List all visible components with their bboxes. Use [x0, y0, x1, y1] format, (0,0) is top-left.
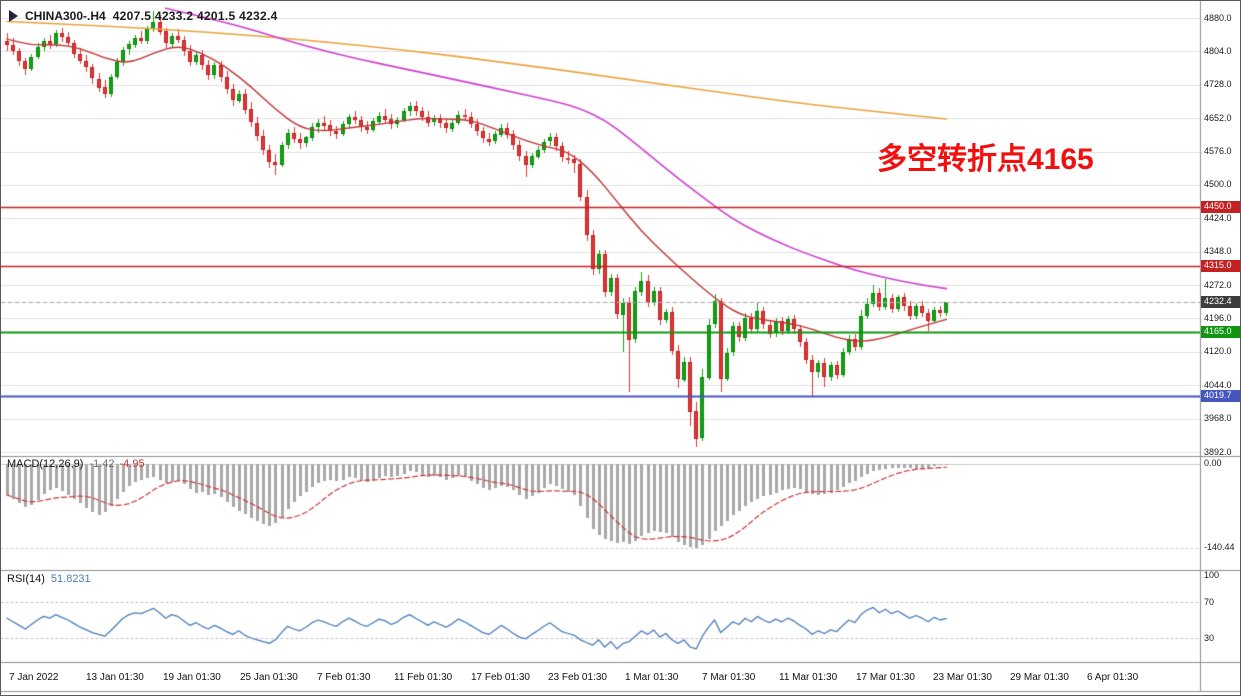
- rsi-axis-label: 100: [1204, 569, 1220, 580]
- time-axis-label: 11 Mar 01:30: [779, 672, 838, 683]
- time-axis-label: 1 Mar 01:30: [625, 672, 679, 683]
- rsi-name: RSI(14): [7, 573, 45, 585]
- time-axis-label: 7 Jan 2022: [9, 672, 59, 683]
- price-axis-label: 4500.0: [1204, 179, 1232, 190]
- price-level-tag: 4165.0: [1201, 326, 1240, 338]
- price-axis-label: 4728.0: [1204, 79, 1232, 90]
- price-axis-label: 4348.0: [1204, 246, 1232, 257]
- expand-triangle-icon[interactable]: [9, 10, 18, 22]
- rsi-indicator-label: RSI(14) 51.8231: [7, 573, 91, 585]
- rsi-value: 51.8231: [50, 573, 91, 585]
- macd-main-value: -1.42: [89, 458, 115, 470]
- time-axis-label: 7 Feb 01:30: [317, 672, 371, 683]
- time-axis-label: 29 Mar 01:30: [1010, 672, 1069, 683]
- macd-indicator-label: MACD(12,26,9) -1.42 -4.95: [7, 458, 145, 470]
- macd-axis-label: -140.44: [1204, 542, 1235, 552]
- time-axis-label: 17 Mar 01:30: [856, 672, 915, 683]
- rsi-axis-label: 30: [1204, 632, 1215, 643]
- price-tag-layer: 4450.0 4315.0 4232.4 4165.0 4019.7: [1201, 1, 1240, 691]
- price-axis-label: 4196.0: [1204, 312, 1232, 323]
- price-axis-label: 4424.0: [1204, 212, 1232, 223]
- price-level-tag: 4315.0: [1201, 260, 1240, 272]
- time-axis-label: 25 Jan 01:30: [240, 672, 298, 683]
- time-axis-label: 6 Apr 01:30: [1087, 672, 1139, 683]
- price-level-tag: 4232.4: [1201, 296, 1240, 308]
- price-axis-label: 4652.0: [1204, 112, 1232, 123]
- price-axis-label: 4804.0: [1204, 45, 1232, 56]
- price-axis-label: 4272.0: [1204, 279, 1232, 290]
- price-axis-label: 4576.0: [1204, 146, 1232, 157]
- price-axis-label: 3892.0: [1204, 446, 1232, 457]
- annotation-text[interactable]: 多空转折点4165: [877, 143, 1094, 176]
- symbol-timeframe: CHINA300-.H4: [25, 9, 106, 23]
- rsi-axis-label: 70: [1204, 596, 1215, 607]
- macd-name: MACD(12,26,9): [7, 458, 84, 470]
- time-axis-label: 17 Feb 01:30: [471, 672, 530, 683]
- price-axis-label: 4044.0: [1204, 379, 1232, 390]
- time-axis-label: 23 Mar 01:30: [933, 672, 992, 683]
- macd-signal-value: -4.95: [119, 458, 145, 470]
- time-axis[interactable]: 7 Jan 2022 13 Jan 01:30 19 Jan 01:30 25 Jan…: [1, 662, 1200, 691]
- time-axis-label: 7 Mar 01:30: [702, 672, 756, 683]
- price-axis[interactable]: 4880.0 4804.0 4728.0 4652.0 4576.0 4500.0 4424…: [1201, 1, 1240, 691]
- time-axis-label: 11 Feb 01:30: [394, 672, 453, 683]
- rsi-axis: 100 70 30: [1201, 1, 1240, 691]
- price-level-tag: 4450.0: [1201, 201, 1240, 213]
- chart-title: CHINA300-.H4 4207.5 4233.2 4201.5 4232.4: [9, 9, 278, 23]
- price-axis-label: 4880.0: [1204, 12, 1232, 23]
- time-axis-label: 23 Feb 01:30: [548, 672, 607, 683]
- price-level-tag: 4019.7: [1201, 390, 1240, 402]
- macd-axis-label: 0.00: [1204, 458, 1222, 468]
- time-axis-label: 19 Jan 01:30: [163, 672, 221, 683]
- price-axis-label: 3968.0: [1204, 413, 1232, 424]
- ohlc-values: 4207.5 4233.2 4201.5 4232.4: [112, 9, 278, 23]
- macd-axis: 0.00 -140.44: [1201, 1, 1240, 691]
- time-axis-label: 13 Jan 01:30: [86, 672, 144, 683]
- price-axis-label: 4120.0: [1204, 346, 1232, 357]
